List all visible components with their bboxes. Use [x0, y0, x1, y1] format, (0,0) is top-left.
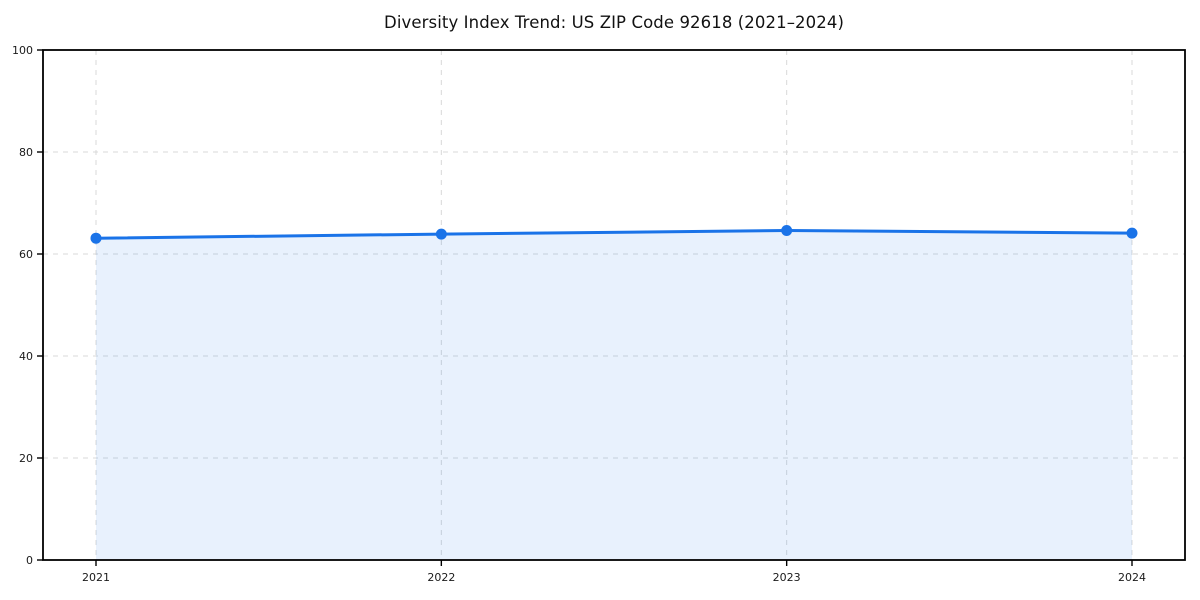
data-point-2023 — [781, 225, 793, 236]
data-point-2022 — [435, 228, 447, 240]
x-tick-label-2023: 2023 — [773, 571, 801, 584]
area-fill — [96, 230, 1132, 560]
y-tick-label-40: 40 — [19, 350, 33, 363]
trend-line — [94, 229, 1134, 240]
y-tick-label-80: 80 — [19, 146, 33, 159]
x-tick-label-2024: 2024 — [1118, 571, 1146, 584]
y-tick-label-20: 20 — [19, 452, 33, 465]
y-tick-label-0: 0 — [26, 554, 33, 567]
x-tick-label-2021: 2021 — [82, 571, 110, 584]
x-tick-label-2022: 2022 — [427, 571, 455, 584]
data-point-2024 — [1126, 227, 1138, 239]
y-tick-label-100: 100 — [12, 44, 33, 57]
plot-frame — [42, 49, 1186, 561]
data-point-2021 — [90, 232, 102, 244]
chart-title: Diversity Index Trend: US ZIP Code 92618… — [384, 13, 844, 32]
y-tick-label-60: 60 — [19, 248, 33, 261]
